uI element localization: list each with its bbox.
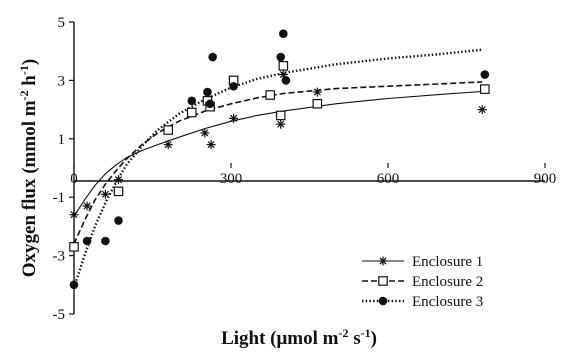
point-enclosure-1	[206, 140, 216, 150]
x-tick-label: 0	[70, 171, 78, 187]
data-markers	[69, 29, 490, 290]
point-enclosure-1	[276, 119, 286, 129]
point-enclosure-3	[279, 29, 288, 38]
point-enclosure-1	[200, 128, 210, 138]
y-axis-title: Oxygen flux (mmol m-2 h-1)	[17, 59, 40, 277]
point-enclosure-2	[69, 242, 79, 252]
point-enclosure-3	[114, 216, 123, 225]
point-enclosure-1	[100, 189, 110, 199]
ticks: 0 300 600 900 -5 -3 -1 1 3 5	[53, 15, 557, 323]
y-tick-label: -3	[53, 249, 66, 265]
point-enclosure-1	[312, 87, 322, 97]
curve-enclosure-3	[72, 48, 483, 289]
point-enclosure-1	[113, 175, 123, 185]
point-enclosure-2	[312, 98, 323, 109]
point-enclosure-3	[276, 52, 286, 62]
point-enclosure-1	[477, 105, 487, 115]
point-enclosure-1	[69, 210, 79, 220]
point-enclosure-3	[480, 70, 490, 79]
point-enclosure-2	[186, 107, 197, 118]
point-enclosure-3	[203, 87, 212, 97]
curve-enclosure-1	[73, 90, 483, 217]
axes	[73, 22, 545, 314]
x-tick-label: 900	[534, 171, 557, 187]
legend-marker-enclosure-3	[378, 296, 388, 306]
point-enclosure-2	[480, 84, 490, 94]
y-tick-label: -5	[53, 307, 66, 323]
x-axis-title: Light (μmol m-2 s-1)	[221, 326, 377, 349]
point-enclosure-1	[82, 201, 92, 211]
legend-marker-enclosure-1	[378, 256, 388, 266]
legend-label-enclosure-3: Enclosure 3	[412, 294, 483, 310]
point-enclosure-2	[113, 186, 124, 197]
legend-label-enclosure-2: Enclosure 2	[412, 274, 483, 290]
fitted-curves	[72, 48, 483, 289]
point-enclosure-3	[69, 280, 79, 290]
curve-enclosure-2	[73, 81, 483, 245]
legend: Enclosure 1 Enclosure 2 Enclosure 3	[362, 254, 483, 310]
x-tick-label: 300	[220, 171, 243, 187]
legend-marker-enclosure-2	[378, 276, 388, 286]
point-enclosure-3	[205, 99, 215, 109]
y-tick-label: 1	[58, 132, 66, 148]
x-tick-label: 600	[377, 171, 400, 187]
point-enclosure-1	[229, 113, 239, 123]
point-enclosure-3	[281, 76, 291, 85]
point-enclosure-1	[163, 140, 173, 150]
y-tick-label: 5	[58, 15, 66, 31]
y-tick-label: -1	[53, 190, 66, 206]
point-enclosure-3	[187, 96, 197, 106]
point-enclosure-3	[208, 52, 217, 62]
point-enclosure-2	[275, 110, 286, 121]
y-tick-label: 3	[58, 73, 66, 89]
point-enclosure-3	[101, 236, 110, 246]
legend-label-enclosure-1: Enclosure 1	[412, 254, 483, 270]
point-enclosure-3	[229, 81, 238, 91]
point-enclosure-2	[278, 60, 289, 71]
point-enclosure-2	[265, 90, 276, 100]
point-enclosure-3	[82, 236, 92, 246]
point-enclosure-2	[163, 125, 173, 135]
